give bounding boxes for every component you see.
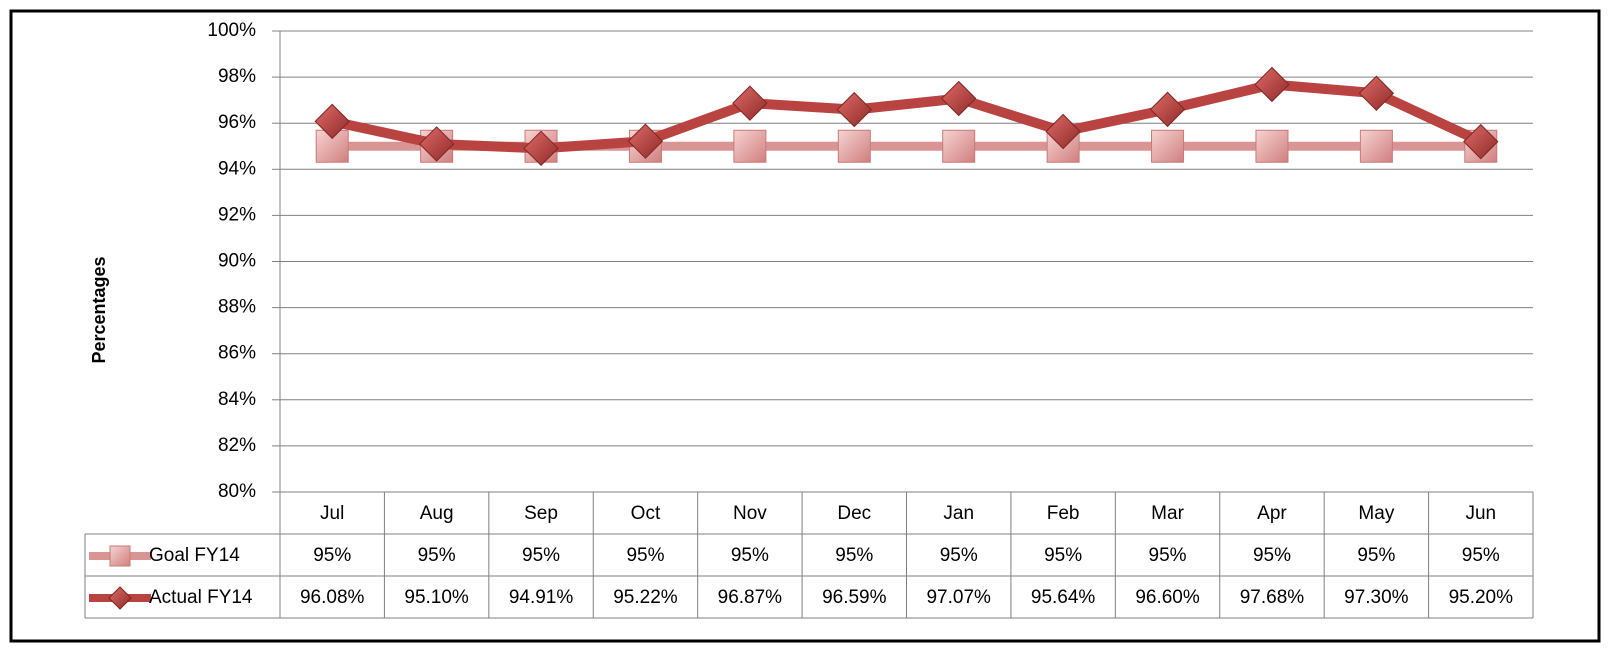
table-value: 95% bbox=[731, 545, 769, 566]
legend-label: Actual FY14 bbox=[149, 587, 253, 608]
marker bbox=[837, 129, 871, 163]
marker bbox=[418, 126, 455, 162]
x-tick-label: Oct bbox=[631, 503, 661, 524]
x-tick-label: Aug bbox=[420, 503, 454, 524]
x-tick-label: Jan bbox=[943, 503, 974, 524]
table-value: 95.64% bbox=[1031, 587, 1096, 608]
y-tick-label: 84% bbox=[218, 389, 256, 410]
frame bbox=[9, 9, 1601, 643]
y-tick-label: 96% bbox=[218, 112, 256, 133]
table-value: 95% bbox=[522, 545, 560, 566]
marker bbox=[836, 91, 872, 128]
table-value: 95% bbox=[835, 545, 873, 566]
marker bbox=[732, 85, 768, 121]
table-value: 95% bbox=[1253, 545, 1291, 566]
x-tick-label: Mar bbox=[1151, 503, 1184, 524]
table-value: 95% bbox=[1357, 545, 1395, 566]
table-value: 97.30% bbox=[1344, 587, 1409, 608]
series-line bbox=[331, 79, 1483, 154]
marker bbox=[1359, 129, 1393, 163]
marker bbox=[1463, 123, 1499, 160]
y-tick-label: 88% bbox=[218, 297, 256, 318]
table-value: 95.10% bbox=[404, 587, 469, 608]
marker bbox=[314, 103, 350, 140]
table-value: 96.60% bbox=[1135, 587, 1200, 608]
table-value: 95% bbox=[940, 545, 978, 566]
x-tick-label: Jun bbox=[1465, 503, 1496, 524]
marker bbox=[1254, 66, 1290, 103]
table-value: 95% bbox=[1149, 545, 1187, 566]
table-value: 97.68% bbox=[1240, 587, 1305, 608]
x-tick-label: Apr bbox=[1257, 503, 1287, 524]
table-value: 96.08% bbox=[300, 587, 365, 608]
x-tick-label: May bbox=[1358, 503, 1394, 524]
table-value: 95% bbox=[1044, 545, 1082, 566]
table-value: 95.22% bbox=[613, 587, 678, 608]
marker bbox=[1358, 75, 1395, 111]
table-value: 95% bbox=[313, 545, 351, 566]
y-axis-label: Percentages bbox=[89, 256, 109, 363]
marker bbox=[733, 129, 767, 163]
x-tick-label: Feb bbox=[1047, 503, 1080, 524]
x-tick-label: Dec bbox=[837, 503, 871, 524]
marker bbox=[1045, 113, 1081, 150]
table-value: 95% bbox=[1462, 545, 1500, 566]
y-tick-label: 82% bbox=[218, 435, 256, 456]
marker bbox=[523, 130, 559, 167]
table-value: 95% bbox=[626, 545, 664, 566]
legend-marker bbox=[108, 586, 132, 610]
y-tick-label: 94% bbox=[218, 158, 256, 179]
y-tick-label: 86% bbox=[218, 343, 256, 364]
marker bbox=[627, 123, 664, 159]
table-value: 96.59% bbox=[822, 587, 887, 608]
y-tick-label: 90% bbox=[218, 251, 256, 272]
y-tick-label: 92% bbox=[218, 204, 256, 225]
x-tick-label: Jul bbox=[320, 503, 344, 524]
table-value: 94.91% bbox=[509, 587, 574, 608]
x-tick-label: Nov bbox=[733, 503, 767, 524]
marker bbox=[941, 80, 977, 117]
marker bbox=[942, 129, 976, 163]
table-value: 96.87% bbox=[718, 587, 783, 608]
legend-marker bbox=[109, 545, 131, 567]
y-tick-label: 98% bbox=[218, 66, 256, 87]
marker bbox=[1151, 129, 1185, 163]
marker bbox=[1255, 129, 1289, 163]
table-value: 95.20% bbox=[1449, 587, 1514, 608]
table-value: 97.07% bbox=[926, 587, 991, 608]
y-tick-label: 100% bbox=[207, 20, 256, 41]
y-tick-label: 80% bbox=[218, 481, 256, 502]
legend-label: Goal FY14 bbox=[149, 545, 240, 566]
marker bbox=[1149, 91, 1186, 128]
table-value: 95% bbox=[418, 545, 456, 566]
x-tick-label: Sep bbox=[524, 503, 558, 524]
